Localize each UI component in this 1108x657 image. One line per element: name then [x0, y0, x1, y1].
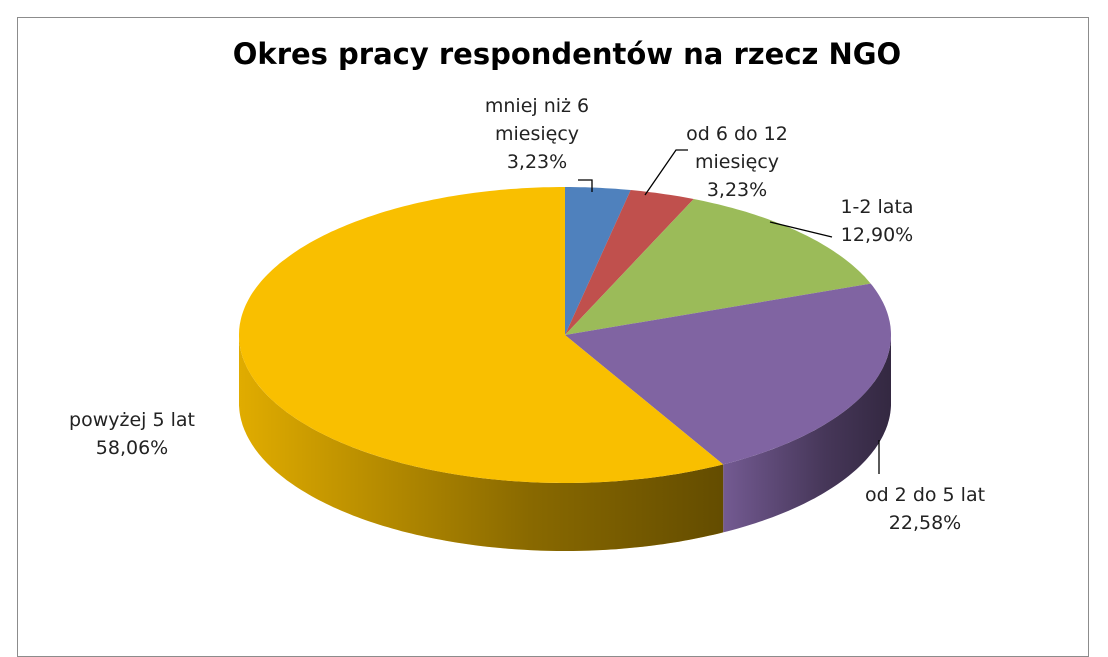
data-label: 1-2 lata 12,90% — [840, 193, 913, 249]
data-label: od 2 do 5 lat 22,58% — [865, 481, 985, 537]
data-label: powyżej 5 lat 58,06% — [69, 406, 195, 462]
leader-line — [578, 179, 593, 192]
slice-side-shade — [239, 335, 724, 551]
slice — [565, 187, 631, 335]
slice — [565, 283, 891, 465]
label-value: 3,23% — [506, 151, 568, 173]
slice — [565, 190, 694, 335]
label-category: 1-2 lata — [840, 196, 914, 218]
data-label: mniej niż 6 miesięcy 3,23% — [472, 92, 602, 176]
label-value: 22,58% — [888, 512, 962, 534]
leader-line — [644, 149, 688, 196]
slice — [239, 187, 724, 483]
label-category: od 6 do 12 miesięcy — [686, 123, 788, 173]
slice-side-shade — [723, 335, 891, 533]
label-category: od 2 do 5 lat — [864, 484, 986, 506]
label-value: 3,23% — [706, 179, 768, 201]
label-category: powyżej 5 lat — [69, 409, 195, 431]
label-value: 58,06% — [95, 437, 169, 459]
chart-title: Okres pracy respondentów na rzecz NGO — [233, 37, 901, 71]
label-category: mniej niż 6 miesięcy — [484, 95, 590, 145]
data-label: od 6 do 12 miesięcy 3,23% — [662, 120, 812, 204]
label-value: 12,90% — [840, 224, 914, 246]
slice — [565, 199, 871, 335]
leader-line — [769, 221, 833, 238]
